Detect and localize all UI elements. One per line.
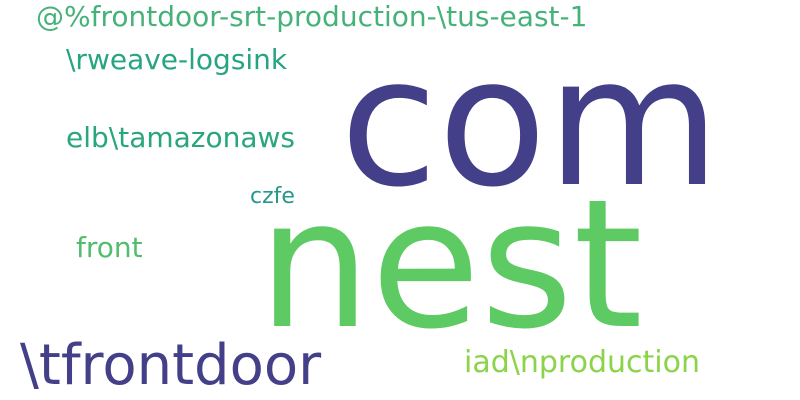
word-elb-amazonaws: elb\tamazonaws: [66, 121, 296, 154]
word-front: front: [76, 231, 143, 264]
word-czfe: czfe: [250, 184, 295, 209]
word-iad-production: iad\nproduction: [464, 345, 700, 380]
word-com: com: [340, 19, 721, 226]
word-rweave-logsink: \rweave-logsink: [66, 43, 288, 76]
word-frontdoor-srt-production: @%frontdoor-srt-production-\tus-east-1: [36, 0, 588, 33]
word-nest: nest: [258, 161, 643, 368]
word-tfrontdoor: \tfrontdoor: [20, 333, 322, 398]
